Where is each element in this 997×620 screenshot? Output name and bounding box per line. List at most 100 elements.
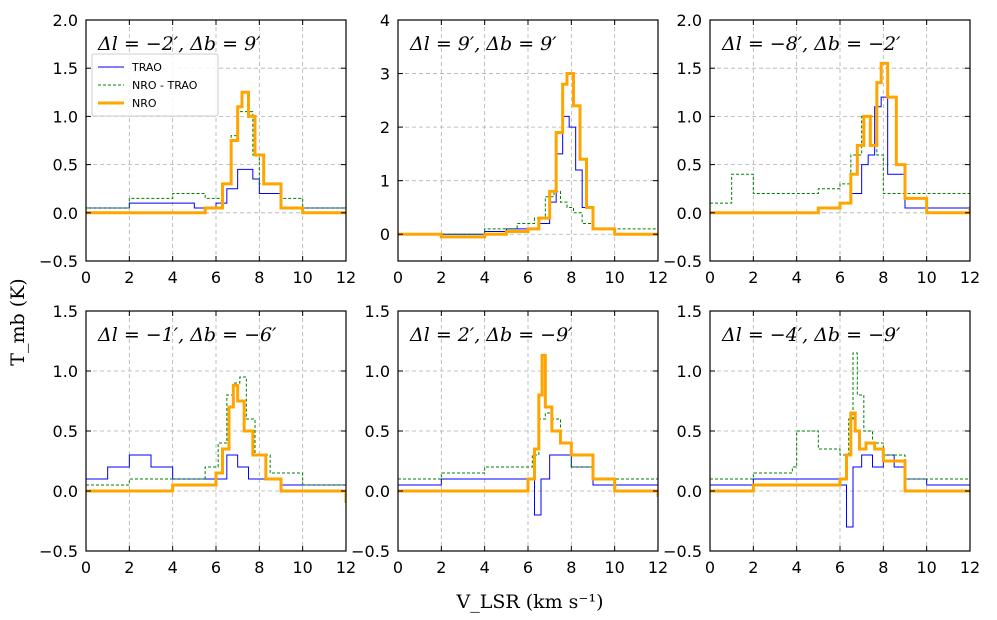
x-tick-label: 4 xyxy=(168,268,178,287)
y-tick-label: 1.0 xyxy=(53,107,78,126)
y-tick-label: 0.0 xyxy=(53,482,78,501)
y-tick-label: 4 xyxy=(380,11,390,30)
x-tick-label: 2 xyxy=(436,268,446,287)
panel-5: 0 2 4 6 8 10 12 −0.5 0.0 0.5 1.0 1.5 Δl = 2′, Δb = −… xyxy=(351,302,668,577)
series-line-nro-trao xyxy=(710,115,970,204)
panel-6: 0 2 4 6 8 10 12 −0.5 0.0 0.5 1.0 1.5 Δl = −4′, Δb = … xyxy=(663,302,980,577)
y-tick-label: 1.5 xyxy=(53,302,78,321)
x-tick-label: 0 xyxy=(393,268,403,287)
x-tick-label: 4 xyxy=(792,268,802,287)
y-tick-label: 1.5 xyxy=(677,59,702,78)
x-tick-label: 2 xyxy=(124,268,134,287)
panel-annotation: Δl = −8′, Δb = −2′ xyxy=(721,33,901,55)
x-tick-label: 12 xyxy=(336,268,356,287)
legend-label: NRO xyxy=(132,97,157,110)
x-tick-label: 10 xyxy=(292,558,312,577)
legend-label: TRAO xyxy=(131,61,162,74)
x-tick-label: 2 xyxy=(124,558,134,577)
y-tick-label: 0.5 xyxy=(677,156,702,175)
panel-1: 0 2 4 6 8 10 12 −0.5 0.0 0.5 1.0 1.5 2.0 Δl = −2′, Δb… xyxy=(39,11,356,287)
series-line-nro-trao xyxy=(86,376,346,491)
series-line-nro xyxy=(398,72,658,239)
series-line-nro xyxy=(86,90,346,215)
series-line-nro-trao xyxy=(398,412,658,491)
series-line-nro xyxy=(710,411,970,493)
x-tick-label: 10 xyxy=(916,558,936,577)
panel-annotation: Δl = −2′, Δb = 9′ xyxy=(97,33,261,55)
y-tick-label: −0.5 xyxy=(663,252,702,271)
panel-3: 0 2 4 6 8 10 12 −0.5 0.0 0.5 1.0 1.5 2.0 Δl = −8′, Δb… xyxy=(663,11,980,287)
legend-box xyxy=(91,53,219,117)
x-tick-label: 6 xyxy=(211,268,221,287)
x-tick-label: 4 xyxy=(480,268,490,287)
y-tick-label: 0 xyxy=(380,225,390,244)
y-tick-label: 1.0 xyxy=(677,107,702,126)
x-tick-label: 10 xyxy=(604,558,624,577)
x-tick-label: 10 xyxy=(292,268,312,287)
x-tick-label: 12 xyxy=(648,268,668,287)
y-tick-label: 1.0 xyxy=(677,362,702,381)
series-line-nro-trao xyxy=(710,352,970,491)
x-tick-label: 6 xyxy=(523,558,533,577)
x-tick-label: 2 xyxy=(436,558,446,577)
series-line-trao xyxy=(398,454,658,516)
x-tick-label: 2 xyxy=(748,268,758,287)
x-tick-label: 4 xyxy=(480,558,490,577)
y-tick-label: 0.5 xyxy=(53,156,78,175)
y-tick-label: 0.0 xyxy=(677,204,702,223)
y-tick-label: 1.5 xyxy=(53,59,78,78)
x-tick-label: 4 xyxy=(792,558,802,577)
x-tick-label: 0 xyxy=(393,558,403,577)
x-tick-label: 8 xyxy=(254,558,264,577)
x-tick-label: 0 xyxy=(705,268,715,287)
series-line-trao xyxy=(86,168,346,209)
x-axis-label: V_LSR (km s⁻¹) xyxy=(456,591,604,613)
x-tick-label: 6 xyxy=(835,558,845,577)
legend-label: NRO - TRAO xyxy=(132,79,198,92)
y-axis-label: T_mb (K) xyxy=(7,278,29,365)
y-tick-label: 0.5 xyxy=(677,422,702,441)
x-tick-label: 8 xyxy=(566,268,576,287)
x-tick-label: 12 xyxy=(336,558,356,577)
panel-4: 0 2 4 6 8 10 12 −0.5 0.0 0.5 1.0 1.5 Δl = −1′, Δb = … xyxy=(39,302,356,577)
y-tick-label: 1.0 xyxy=(53,362,78,381)
panel-annotation: Δl = 2′, Δb = −9′ xyxy=(409,324,573,346)
y-tick-label: −0.5 xyxy=(39,542,78,561)
y-tick-label: −0.5 xyxy=(663,542,702,561)
y-tick-label: 0.0 xyxy=(365,482,390,501)
series-line-nro xyxy=(710,61,970,215)
x-tick-label: 8 xyxy=(254,268,264,287)
x-tick-label: 12 xyxy=(648,558,668,577)
x-tick-label: 10 xyxy=(916,268,936,287)
x-tick-label: 6 xyxy=(211,558,221,577)
y-tick-label: 1.0 xyxy=(365,362,390,381)
x-tick-label: 8 xyxy=(566,558,576,577)
panels-group: 0 2 4 6 8 10 12−0.50.00.51.01.52.0Δl = −2′, Δb… xyxy=(39,11,980,577)
y-tick-label: 1.5 xyxy=(677,302,702,321)
panel-annotation: Δl = −4′, Δb = −9′ xyxy=(721,324,901,346)
y-tick-label: 2.0 xyxy=(677,11,702,30)
legend: TRAO NRO - TRAO NRO xyxy=(91,53,219,117)
y-tick-label: 0.5 xyxy=(365,422,390,441)
x-tick-label: 0 xyxy=(705,558,715,577)
x-tick-label: 6 xyxy=(835,268,845,287)
x-tick-label: 8 xyxy=(878,558,888,577)
x-tick-label: 12 xyxy=(960,558,980,577)
y-tick-label: −0.5 xyxy=(39,252,78,271)
panel-annotation: Δl = 9′, Δb = 9′ xyxy=(409,33,557,55)
y-tick-label: 3 xyxy=(380,65,390,84)
y-tick-label: 1 xyxy=(380,172,390,191)
y-tick-label: 0.5 xyxy=(53,422,78,441)
x-tick-label: 6 xyxy=(523,268,533,287)
panel-annotation: Δl = −1′, Δb = −6′ xyxy=(97,324,277,346)
series-line-nro xyxy=(398,353,658,497)
x-tick-label: 4 xyxy=(168,558,178,577)
y-tick-label: −0.5 xyxy=(351,542,390,561)
y-tick-label: 2.0 xyxy=(53,11,78,30)
y-tick-label: 1.5 xyxy=(365,302,390,321)
x-tick-label: 12 xyxy=(960,268,980,287)
x-tick-label: 0 xyxy=(81,558,91,577)
x-tick-label: 0 xyxy=(81,268,91,287)
